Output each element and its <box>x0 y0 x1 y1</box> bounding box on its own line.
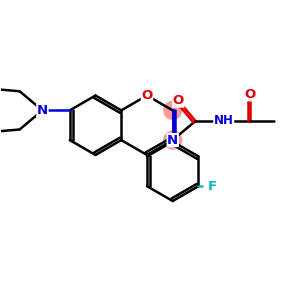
Circle shape <box>164 101 182 119</box>
Text: F: F <box>208 180 217 193</box>
Text: N: N <box>167 134 178 147</box>
Text: NH: NH <box>214 115 234 128</box>
Text: O: O <box>245 88 256 101</box>
Text: N: N <box>37 104 48 117</box>
Circle shape <box>164 131 182 149</box>
Text: O: O <box>141 89 153 102</box>
Text: O: O <box>173 94 184 107</box>
